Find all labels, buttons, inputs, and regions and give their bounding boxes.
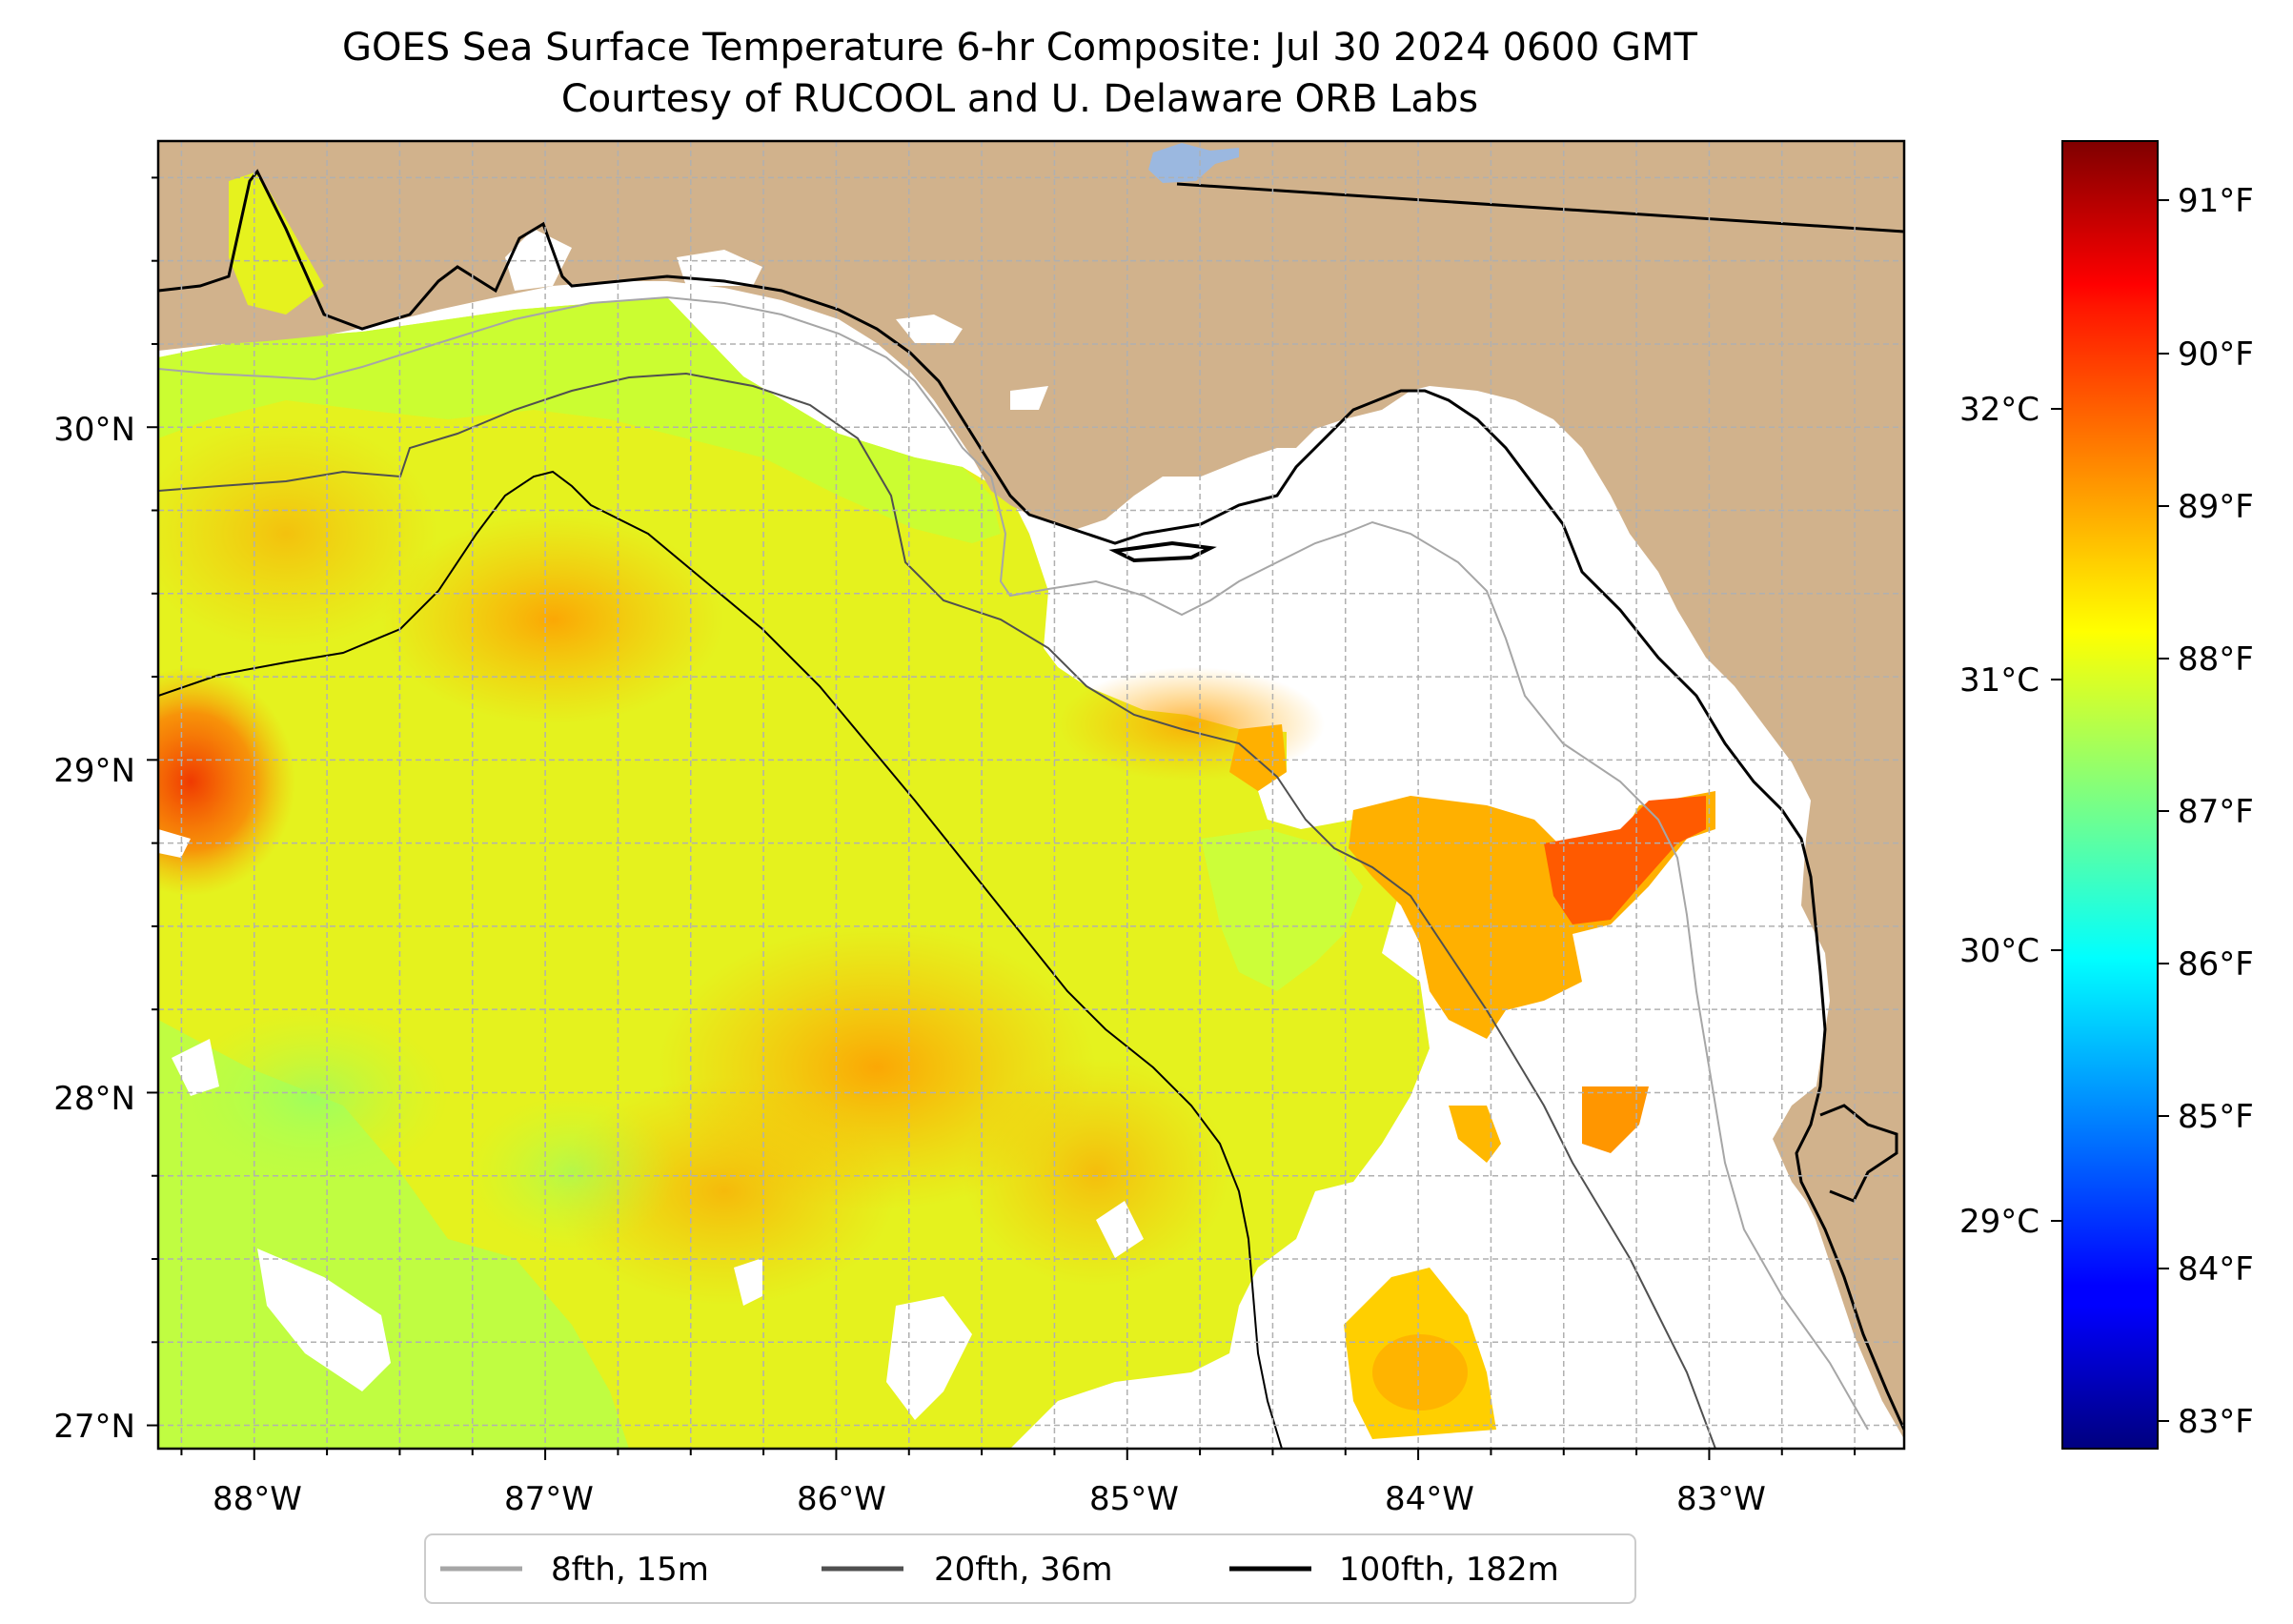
cbar-f-86: 86°F	[2178, 945, 2254, 984]
cbar-f-89: 89°F	[2178, 488, 2254, 526]
cbar-c-29: 29°C	[1959, 1203, 2039, 1241]
legend-box	[424, 1533, 1636, 1604]
map-panel	[158, 141, 1904, 1449]
cbar-f-84: 84°F	[2178, 1250, 2254, 1289]
lat-label-29n: 29°N	[53, 752, 135, 790]
map-frame	[156, 139, 1906, 1451]
map-title: GOES Sea Surface Temperature 6-hr Compos…	[342, 26, 1697, 70]
contour-20fth	[158, 372, 1716, 1449]
lon-label-83w: 83°W	[1676, 1480, 1766, 1518]
gridlines	[158, 141, 1904, 1449]
cbar-c-30: 30°C	[1959, 932, 2039, 970]
lat-label-28n: 28°N	[53, 1080, 135, 1118]
cbar-f-90: 90°F	[2178, 335, 2254, 374]
lon-label-85w: 85°W	[1089, 1480, 1179, 1518]
legend-label-100fth: 100fth, 182m	[1339, 1551, 1559, 1589]
lon-label-84w: 84°W	[1385, 1480, 1474, 1518]
coastline	[158, 169, 1904, 1431]
axis-ticks	[147, 176, 1857, 1460]
sst-field	[158, 297, 1430, 1449]
lon-label-86w: 86°W	[797, 1480, 886, 1518]
lat-label-27n: 27°N	[53, 1408, 135, 1446]
lon-label-87w: 87°W	[504, 1480, 594, 1518]
sst-east-patches	[1229, 724, 1715, 1439]
cbar-f-87: 87°F	[2178, 793, 2254, 831]
contour-100fth	[158, 470, 1283, 1449]
legend-label-8fth: 8fth, 15m	[551, 1551, 709, 1589]
legend-label-20fth: 20fth, 36m	[934, 1551, 1113, 1589]
lake	[1148, 143, 1239, 183]
cbar-f-88: 88°F	[2178, 640, 2254, 679]
contour-8fth	[158, 295, 1869, 1431]
lat-label-30n: 30°N	[53, 411, 135, 449]
land	[158, 141, 1904, 1439]
cbar-f-83: 83°F	[2178, 1403, 2254, 1441]
map-subtitle: Courtesy of RUCOOL and U. Delaware ORB L…	[560, 77, 1479, 121]
cbar-f-91: 91°F	[2178, 182, 2254, 220]
cbar-c-32: 32°C	[1959, 391, 2039, 429]
colorbar: 91°F 90°F 89°F 88°F 87°F 86°F 85°F 84°F …	[1959, 140, 2254, 1450]
state-border	[1176, 182, 1904, 233]
legend: 8fth, 15m 20fth, 36m 100fth, 182m	[424, 1533, 1636, 1604]
lon-label-88w: 88°W	[213, 1480, 302, 1518]
cbar-c-31: 31°C	[1959, 661, 2039, 700]
colorbar-gradient	[2061, 140, 2159, 1450]
cbar-f-85: 85°F	[2178, 1098, 2254, 1136]
